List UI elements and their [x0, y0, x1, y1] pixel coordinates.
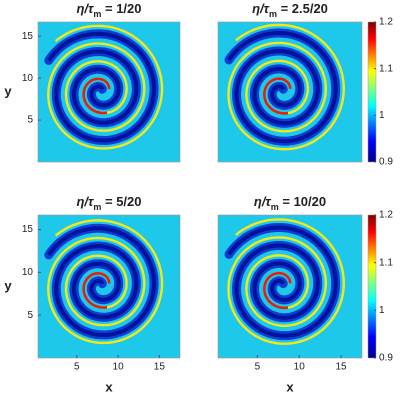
- colorbar-tick-label: 1: [379, 110, 385, 121]
- y-tick-label: 15: [22, 31, 34, 42]
- axes-frame: [37, 21, 181, 163]
- title-part: = 10/20: [279, 194, 326, 209]
- plot-area: [218, 215, 362, 358]
- title-part: = 1/20: [101, 1, 141, 16]
- y-tick-label: 5: [27, 310, 33, 321]
- axes-frame: [217, 214, 363, 359]
- axes-frame: [37, 214, 181, 359]
- y-axis-label: y: [4, 83, 12, 98]
- title-part: m: [93, 9, 101, 19]
- y-tick-label: 10: [22, 73, 34, 84]
- title-part: η/τ: [254, 194, 272, 209]
- spiral-core: [263, 271, 292, 310]
- colorbar: [367, 214, 377, 359]
- title-part: = 5/20: [101, 194, 141, 209]
- spiral-core: [82, 272, 111, 309]
- spiral-core: [263, 77, 292, 115]
- x-tick-label: 10: [113, 362, 125, 373]
- colorbar: [367, 21, 377, 163]
- title-part: η/τ: [252, 1, 270, 16]
- panel-title: η/τm = 2.5/20: [252, 1, 328, 19]
- panel-title: η/τm = 5/20: [76, 194, 141, 212]
- spiral-trough-core: [47, 31, 157, 143]
- spiral-trough-core: [47, 226, 157, 338]
- x-tick-label: 5: [74, 362, 80, 373]
- spiral-core: [82, 77, 111, 115]
- colorbar-tick-label: 1: [379, 305, 385, 316]
- x-axis-label: x: [105, 379, 113, 394]
- panel-title: η/τm = 10/20: [254, 194, 326, 212]
- colorbar-tick-label: 1.1: [379, 63, 393, 74]
- x-tick-label: 15: [154, 362, 166, 373]
- colorbar-tick-label: 0.9: [379, 353, 393, 364]
- panel-title: η/τm = 1/20: [76, 1, 141, 19]
- y-tick-label: 10: [22, 267, 34, 278]
- axes-frame: [217, 21, 363, 163]
- title-part: η/τ: [76, 1, 94, 16]
- x-tick-label: 10: [294, 362, 306, 373]
- plot-area: [38, 22, 180, 162]
- title-part: m: [271, 202, 279, 212]
- x-tick-label: 15: [336, 362, 348, 373]
- y-axis-label: y: [4, 278, 12, 293]
- x-tick-label: 5: [255, 362, 261, 373]
- colorbar-tick-label: 1.1: [379, 257, 393, 268]
- colorbar-tick-label: 1.2: [379, 210, 393, 221]
- x-axis-label: x: [286, 379, 294, 394]
- spiral-trough-core: [227, 225, 338, 338]
- title-part: η/τ: [76, 194, 94, 209]
- title-part: = 2.5/20: [277, 1, 328, 16]
- colorbar-tick-label: 0.9: [379, 157, 393, 168]
- plot-area: [38, 215, 180, 358]
- y-tick-label: 15: [22, 224, 34, 235]
- title-part: m: [269, 9, 277, 19]
- title-part: m: [93, 202, 101, 212]
- colorbar-tick-label: 1.2: [379, 17, 393, 28]
- plot-area: [218, 22, 362, 162]
- spiral-trough-core: [227, 31, 338, 144]
- y-tick-label: 5: [27, 115, 33, 126]
